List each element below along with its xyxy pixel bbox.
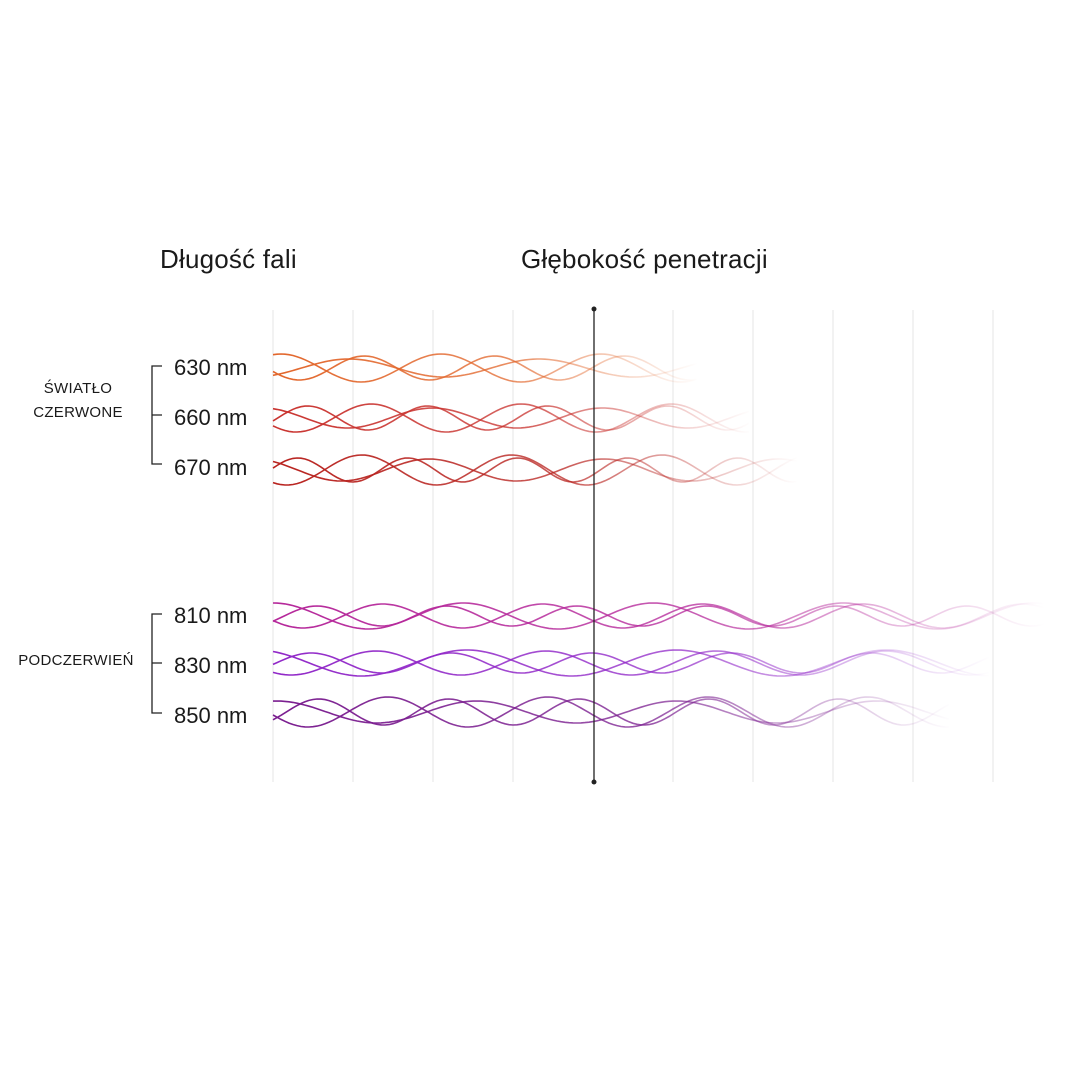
- red-light-group-label: ŚWIATŁO CZERWONE: [30, 377, 126, 425]
- group-brackets: [151, 365, 162, 714]
- boundary-bottom-dot: [591, 779, 597, 785]
- red-light-bracket: [151, 365, 162, 465]
- infrared-group-label: PODCZERWIEŃ: [14, 649, 138, 673]
- wave-670nm: [272, 454, 798, 486]
- boundary-top-dot: [591, 306, 597, 312]
- red-light-label-line2: CZERWONE: [33, 404, 123, 421]
- depth-gridlines: [272, 310, 994, 782]
- wave-660nm: [272, 407, 750, 429]
- wave-830nm: [272, 649, 990, 677]
- wave-830nm: [272, 652, 990, 674]
- wave-850nm: [272, 700, 950, 724]
- skin-boundary-line: [591, 306, 597, 785]
- wave-810nm: [272, 605, 1046, 627]
- wave-660nm: [272, 405, 750, 431]
- red-light-label-line1: ŚWIATŁO: [43, 380, 113, 397]
- wave-630nm: [272, 358, 698, 378]
- wave-670nm: [272, 457, 798, 483]
- wave-660nm: [272, 403, 750, 433]
- wavelength-label-850: 850 nm: [174, 703, 248, 728]
- wavelength-label-830: 830 nm: [174, 653, 248, 678]
- wavelength-label-810: 810 nm: [174, 603, 248, 628]
- infrared-label-line1: PODCZERWIEŃ: [18, 652, 134, 669]
- wavelength-heading: Długość fali: [160, 244, 297, 274]
- wave-810nm: [272, 602, 1046, 630]
- wave-630nm: [272, 353, 698, 383]
- wave-670nm: [272, 458, 798, 482]
- wave-810nm: [272, 603, 1046, 629]
- penetration-depth-heading: Głębokość penetracji: [521, 244, 768, 274]
- infrared-bracket: [151, 613, 162, 714]
- wave-850nm: [272, 698, 950, 726]
- wave-630nm: [272, 355, 698, 381]
- wave-850nm: [272, 696, 950, 728]
- wave-bundles: [272, 353, 1046, 728]
- wavelength-label-660: 660 nm: [174, 405, 248, 430]
- wavelength-label-630: 630 nm: [174, 355, 248, 380]
- wavelength-label-670: 670 nm: [174, 455, 248, 480]
